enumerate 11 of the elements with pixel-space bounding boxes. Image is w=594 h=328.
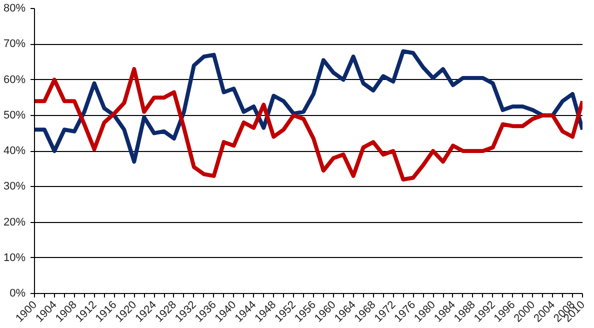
line-series [34, 49, 582, 164]
y-tick-label: 30% [3, 180, 26, 193]
y-tick-label: 0% [10, 288, 26, 300]
y-tick-label: 70% [3, 38, 26, 50]
y-tick-label: 80% [3, 2, 26, 14]
y-tick-label: 20% [3, 216, 26, 228]
y-tick-label: 10% [3, 252, 26, 264]
y-tick-label: 60% [3, 74, 26, 86]
y-tick-label: 40% [3, 145, 26, 157]
line-series [34, 67, 582, 182]
y-tick-label: 50% [3, 109, 26, 122]
